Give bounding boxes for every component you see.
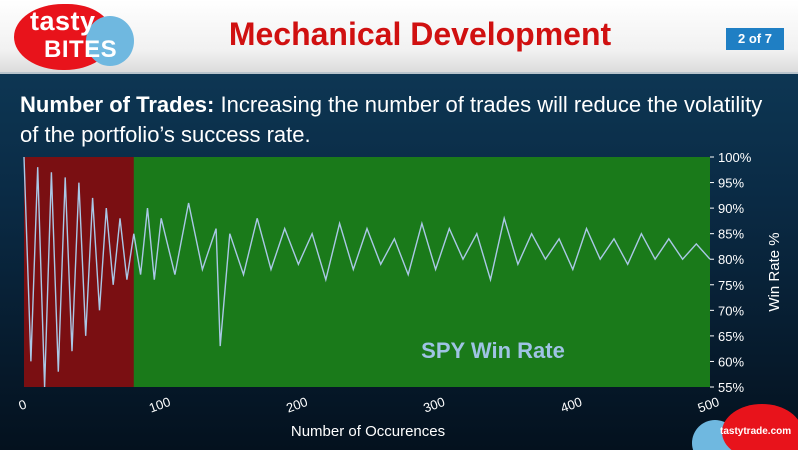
- x-tick-label: 200: [284, 394, 310, 416]
- slide-header: tasty BITES Mechanical Development 2 of …: [0, 0, 798, 74]
- x-tick-label: 0: [16, 396, 28, 413]
- logo-text-tasty: tasty: [30, 6, 96, 36]
- x-tick-label: 500: [696, 394, 722, 416]
- y-tick-label: 65%: [718, 329, 744, 344]
- footer-logo-text: tastytrade.com: [720, 426, 792, 437]
- y-axis-ticks: 100% 95% 90% 85% 80% 75% 70% 65% 60% 55%: [710, 150, 752, 395]
- x-axis-label: Number of Occurences: [291, 423, 445, 440]
- win-rate-chart: 100% 95% 90% 85% 80% 75% 70% 65% 60% 55% 0 100 200 3…: [16, 150, 783, 440]
- logo-blue-shape: [86, 16, 134, 66]
- y-tick-label: 95%: [718, 176, 744, 191]
- y-tick-label: 85%: [718, 227, 744, 242]
- logo-text-bites: BITES: [44, 36, 118, 63]
- y-tick-label: 80%: [718, 252, 744, 267]
- y-tick-label: 100%: [718, 150, 752, 165]
- x-tick-label: 300: [421, 394, 447, 416]
- y-axis-label: Win Rate %: [766, 232, 783, 311]
- y-tick-label: 90%: [718, 201, 744, 216]
- page-indicator-badge: 2 of 7: [726, 28, 784, 50]
- slide-title: Mechanical Development: [228, 16, 612, 52]
- plot-background: [24, 157, 710, 387]
- y-tick-label: 75%: [718, 278, 744, 293]
- x-axis-ticks: 0 100 200 300 400 500: [16, 394, 721, 416]
- y-tick-label: 55%: [718, 380, 744, 395]
- spy-win-rate-line: [23, 156, 711, 388]
- subtitle-text: Increasing the number of trades will red…: [20, 92, 763, 147]
- footer-red-shape: [722, 404, 798, 450]
- y-tick-label: 60%: [718, 354, 744, 369]
- x-tick-label: 400: [558, 394, 584, 416]
- y-tick-label: 70%: [718, 303, 744, 318]
- subtitle-bold: Number of Trades:: [20, 92, 215, 117]
- slide-subtitle: Number of Trades: Increasing the number …: [20, 90, 780, 150]
- x-tick-label: 100: [147, 394, 173, 416]
- chart-annotation: SPY Win Rate: [421, 338, 565, 363]
